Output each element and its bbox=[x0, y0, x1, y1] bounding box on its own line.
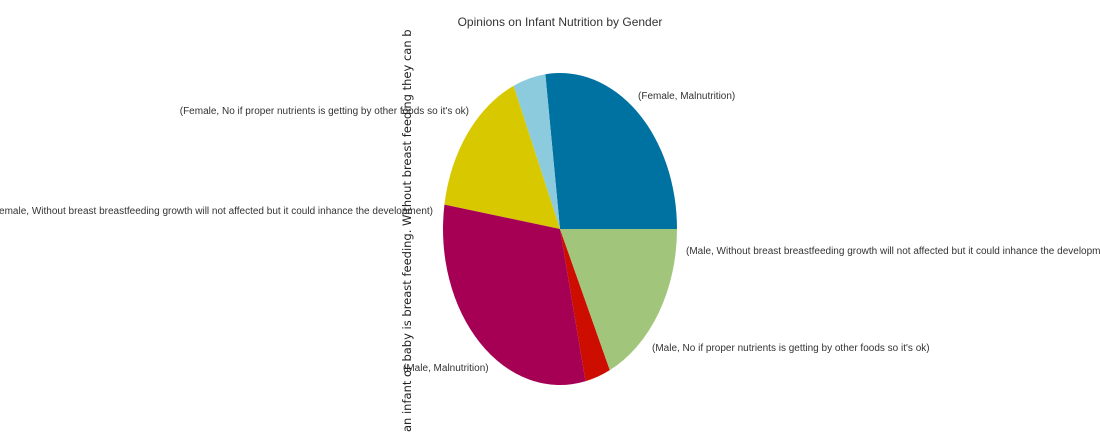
slice-label: (Female, No if proper nutrients is getti… bbox=[180, 106, 469, 117]
pie-slice bbox=[444, 85, 560, 229]
slice-label: (Male, No if proper nutrients is getting… bbox=[652, 343, 930, 354]
pie-slice bbox=[513, 74, 560, 230]
slice-labels: (Female, Malnutrition) (Male, Without bre… bbox=[0, 91, 1100, 374]
slice-label: (Female, Without breast breastfeeding gr… bbox=[0, 206, 433, 217]
y-axis-label: an infant or baby is breast feeding. Wit… bbox=[400, 29, 414, 432]
pie-slice bbox=[560, 229, 677, 371]
slice-label: (Female, Malnutrition) bbox=[638, 91, 735, 102]
pie-slices bbox=[443, 73, 677, 385]
pie-slice bbox=[545, 73, 677, 229]
slice-label: (Male, Without breast breastfeeding grow… bbox=[686, 246, 1100, 257]
pie-slice bbox=[443, 204, 586, 385]
pie-slice bbox=[560, 229, 610, 382]
chart-title: Opinions on Infant Nutrition by Gender bbox=[458, 15, 663, 29]
slice-label: (Male, Malnutrition) bbox=[403, 363, 489, 374]
